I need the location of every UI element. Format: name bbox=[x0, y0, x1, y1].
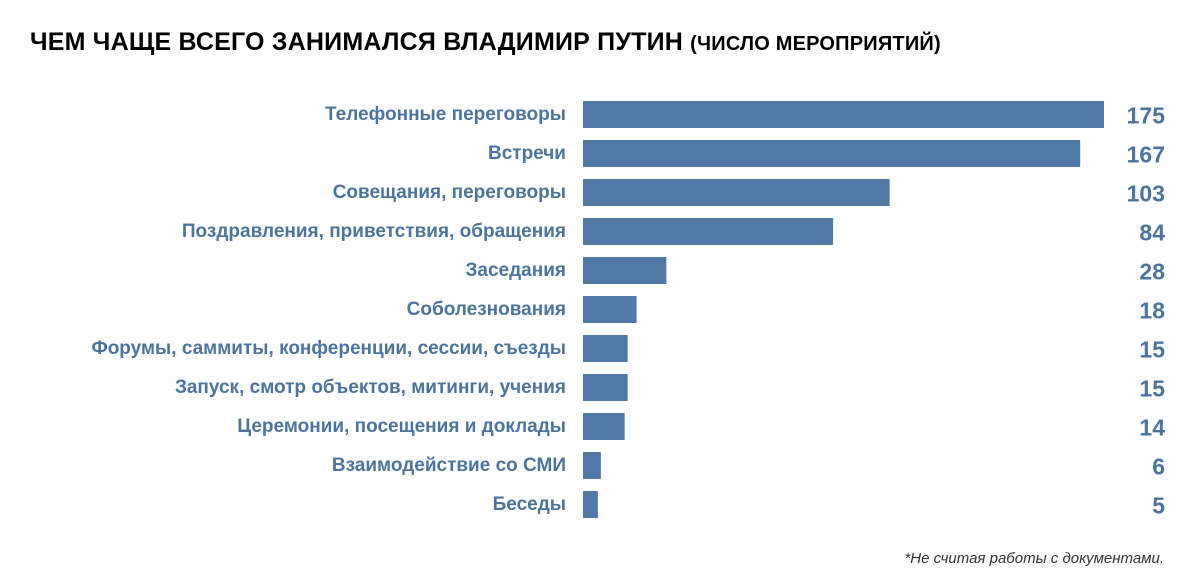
bar bbox=[583, 101, 1104, 128]
value-label: 103 bbox=[1127, 181, 1165, 207]
bar bbox=[583, 179, 890, 206]
bar bbox=[583, 413, 625, 440]
value-label: 18 bbox=[1139, 298, 1165, 324]
bar bbox=[583, 374, 628, 401]
value-label: 5 bbox=[1152, 493, 1165, 519]
value-label: 84 bbox=[1139, 220, 1165, 246]
value-label: 175 bbox=[1127, 103, 1166, 129]
category-label: Форумы, саммиты, конференции, сессии, съ… bbox=[91, 338, 566, 359]
category-label: Церемонии, посещения и доклады bbox=[237, 416, 566, 437]
category-label: Взаимодействие со СМИ bbox=[332, 455, 566, 476]
chart-title-main: ЧЕМ ЧАЩЕ ВСЕГО ЗАНИМАЛСЯ ВЛАДИМИР ПУТИН bbox=[30, 28, 683, 56]
bar-chart: Телефонные переговоры 175 Встречи 167 Совеща… bbox=[91, 101, 1166, 519]
category-label: Заседания bbox=[466, 260, 566, 281]
bar bbox=[583, 452, 601, 479]
value-label: 28 bbox=[1139, 259, 1165, 285]
chart-title-sub: (ЧИСЛО МЕРОПРИЯТИЙ) bbox=[690, 33, 941, 55]
category-label: Поздравления, приветствия, обращения bbox=[182, 221, 566, 242]
bar bbox=[583, 257, 667, 284]
bar bbox=[583, 491, 598, 518]
category-label: Запуск, смотр объектов, митинги, учения bbox=[175, 377, 566, 398]
category-label: Беседы bbox=[493, 494, 566, 515]
value-label: 167 bbox=[1127, 142, 1165, 168]
category-label: Встречи bbox=[488, 143, 566, 164]
value-label: 14 bbox=[1139, 415, 1165, 441]
bar bbox=[583, 140, 1081, 167]
category-label: Соболезнования bbox=[407, 299, 566, 320]
chart-title: ЧЕМ ЧАЩЕ ВСЕГО ЗАНИМАЛСЯ ВЛАДИМИР ПУТИН … bbox=[30, 28, 941, 57]
value-label: 15 bbox=[1139, 337, 1165, 363]
category-label: Телефонные переговоры bbox=[325, 104, 566, 125]
value-label: 15 bbox=[1139, 376, 1165, 402]
bar bbox=[583, 335, 628, 362]
bar bbox=[583, 218, 834, 245]
category-label: Совещания, переговоры bbox=[333, 182, 566, 203]
value-label: 6 bbox=[1152, 454, 1165, 480]
bar bbox=[583, 296, 637, 323]
footnote: *Не считая работы с документами. bbox=[904, 550, 1164, 567]
